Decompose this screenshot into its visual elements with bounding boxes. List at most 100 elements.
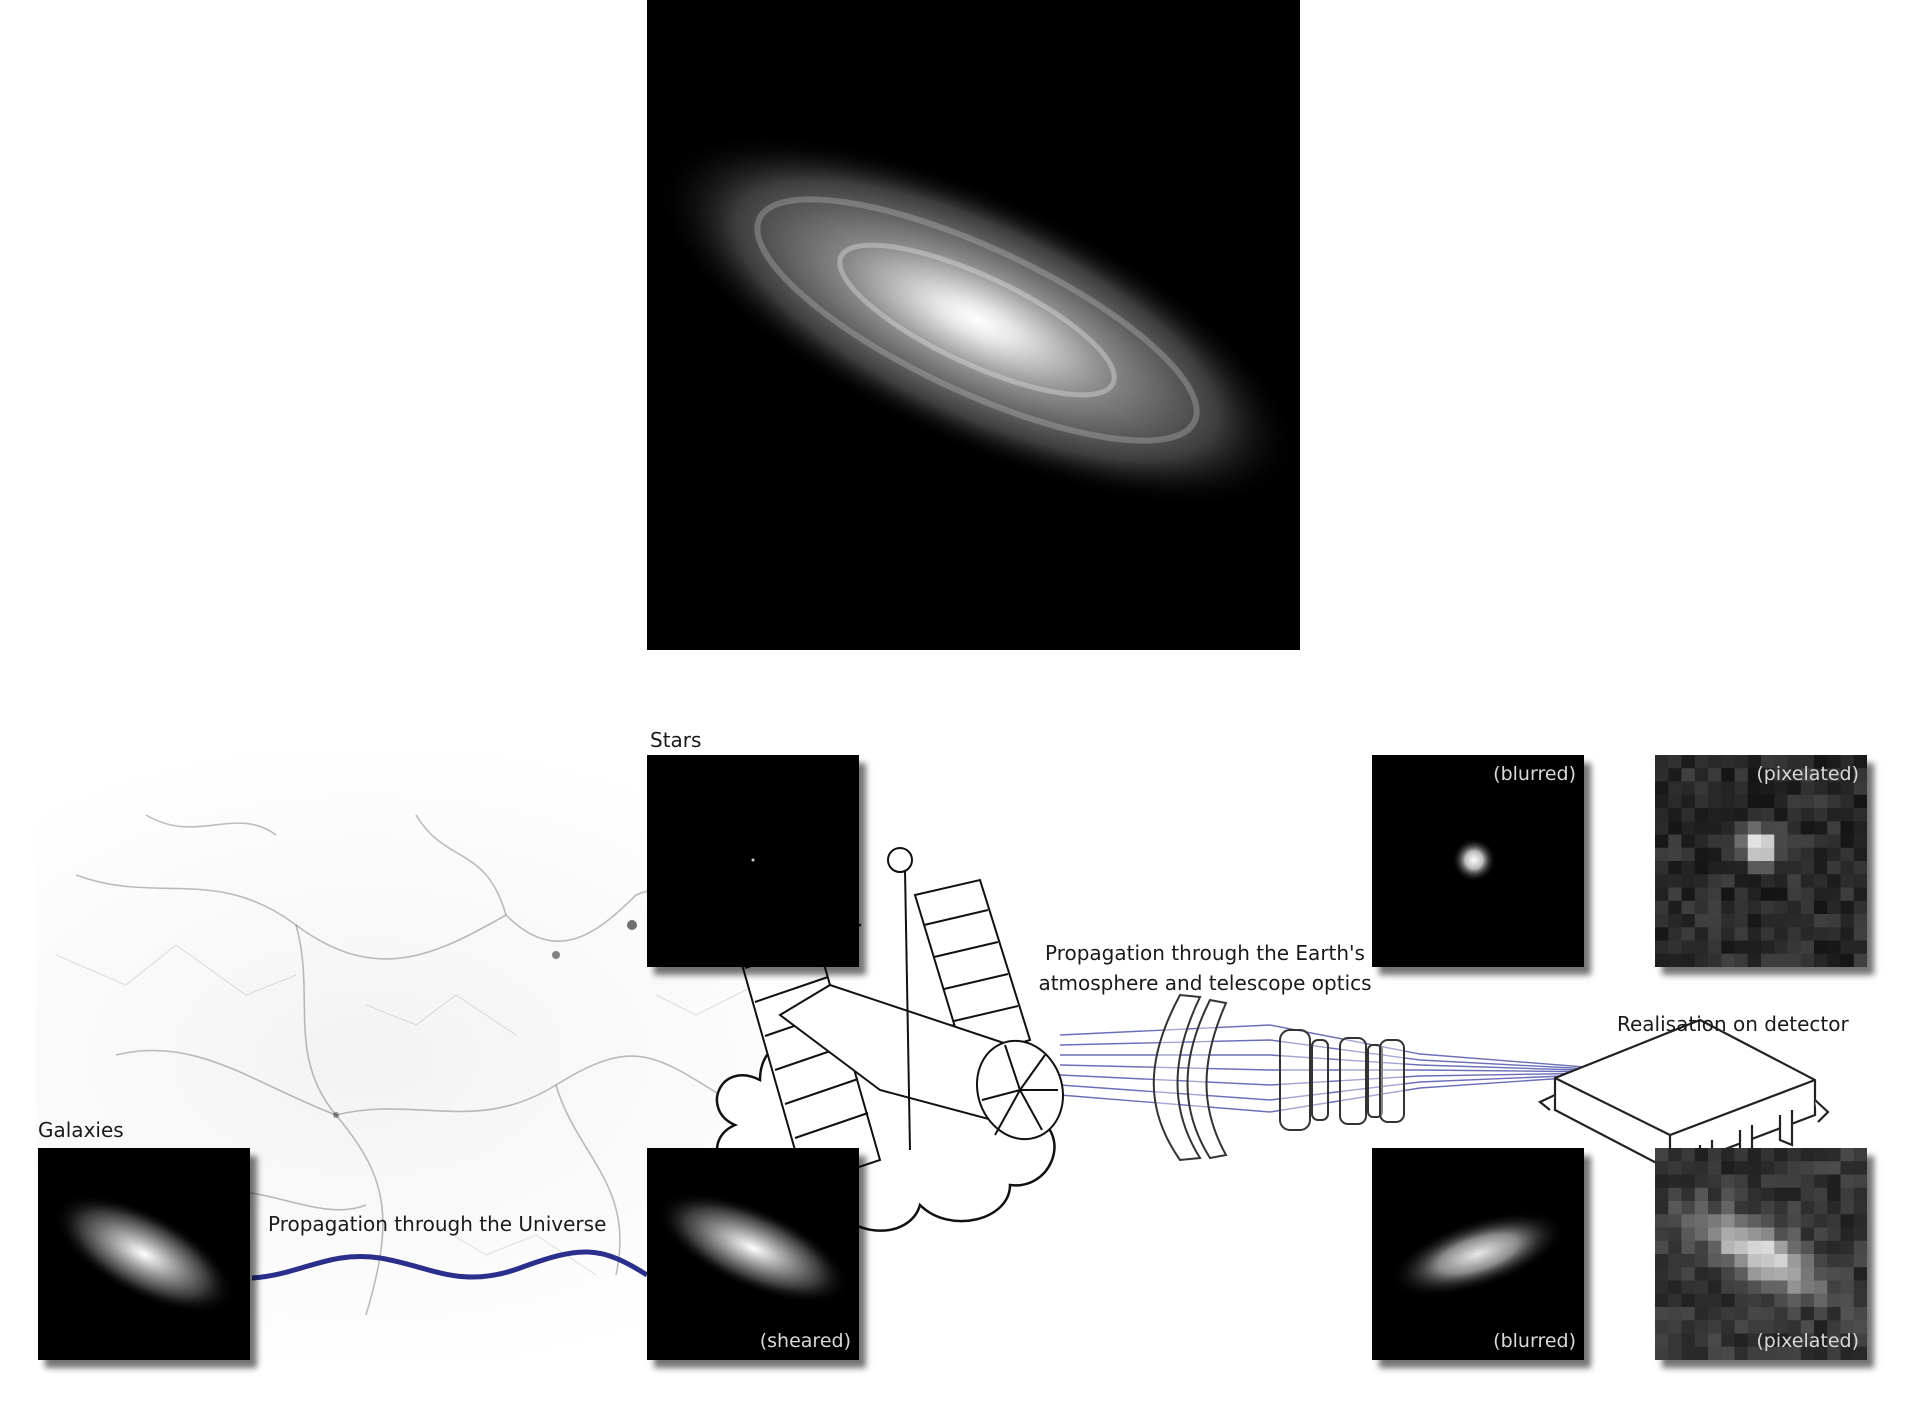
pixel xyxy=(1774,1293,1788,1308)
pixel xyxy=(1814,1307,1828,1321)
pixel xyxy=(1827,1174,1841,1189)
pixel xyxy=(1840,900,1855,915)
pixel xyxy=(1787,1293,1802,1308)
pixel xyxy=(1787,1346,1802,1360)
pixel xyxy=(1814,1293,1828,1308)
pixel xyxy=(1747,1227,1762,1242)
pixel xyxy=(1840,1307,1855,1321)
pixel xyxy=(1774,1254,1788,1268)
detector-label: Realisation on detector xyxy=(1617,1012,1849,1036)
pixel xyxy=(1681,1187,1696,1202)
pixel xyxy=(1747,1161,1762,1175)
pixel xyxy=(1681,1148,1696,1162)
pixel xyxy=(1800,914,1815,928)
universe-propagation-label: Propagation through the Universe xyxy=(268,1212,607,1236)
pixel xyxy=(1668,1161,1682,1175)
pixel xyxy=(1655,874,1669,888)
pixel xyxy=(1668,808,1682,822)
pixel xyxy=(1681,887,1696,902)
pixel xyxy=(1694,1320,1709,1334)
pixel xyxy=(1761,755,1775,769)
pixel xyxy=(1840,1148,1855,1162)
pixel xyxy=(1721,821,1735,835)
pixel xyxy=(1853,1187,1867,1202)
pixel xyxy=(1827,1187,1841,1202)
pixel xyxy=(1827,847,1841,862)
pixel xyxy=(1774,887,1788,902)
pixel xyxy=(1800,900,1815,915)
pixel xyxy=(1694,1148,1709,1162)
pixel xyxy=(1853,1148,1867,1162)
pixel xyxy=(1827,874,1841,888)
pixel xyxy=(1734,1280,1749,1295)
pixel xyxy=(1681,768,1696,782)
pixel xyxy=(1747,847,1762,862)
pixel xyxy=(1827,1267,1841,1281)
pixel xyxy=(1840,1227,1855,1242)
pixel xyxy=(1761,953,1775,967)
atmosphere-label-line1: Propagation through the Earth's xyxy=(1045,941,1365,965)
pixel xyxy=(1840,794,1855,809)
pixel xyxy=(1840,953,1855,967)
pixel xyxy=(1694,847,1709,862)
pixel xyxy=(1814,900,1828,915)
pixel xyxy=(1774,1227,1788,1242)
pixel xyxy=(1840,861,1855,875)
pixel xyxy=(1681,1161,1696,1175)
pixel xyxy=(1721,1346,1735,1360)
optics-lenses xyxy=(1152,993,1405,1162)
pixel xyxy=(1761,927,1775,941)
pixel xyxy=(1840,1240,1855,1255)
pixel xyxy=(1840,927,1855,941)
pixel xyxy=(1721,1187,1735,1202)
pixel xyxy=(1655,1187,1669,1202)
pixel xyxy=(1694,874,1709,888)
pixel xyxy=(1840,940,1855,955)
pixel xyxy=(1681,1214,1696,1228)
pixel xyxy=(1721,834,1735,849)
pixel xyxy=(1840,1201,1855,1215)
pixel xyxy=(1668,781,1682,796)
pixel xyxy=(1694,1280,1709,1295)
pixel xyxy=(1694,1267,1709,1281)
pixel xyxy=(1655,1320,1669,1334)
pixel xyxy=(1708,1254,1722,1268)
pixel xyxy=(1655,1293,1669,1308)
pixel xyxy=(1761,874,1775,888)
pixel xyxy=(1827,900,1841,915)
pixel xyxy=(1734,821,1749,835)
pixel xyxy=(1840,781,1855,796)
pixel xyxy=(1853,847,1867,862)
pixel xyxy=(1787,940,1802,955)
pixel xyxy=(1787,1254,1802,1268)
pixel xyxy=(1721,1214,1735,1228)
pixel xyxy=(1853,1293,1867,1308)
pixel xyxy=(1787,1307,1802,1321)
pixel xyxy=(1827,1307,1841,1321)
pixel xyxy=(1853,1320,1867,1334)
pixel xyxy=(1734,768,1749,782)
pixel xyxy=(1827,794,1841,809)
pixel xyxy=(1681,1320,1696,1334)
pixel xyxy=(1853,887,1867,902)
pixel xyxy=(1814,861,1828,875)
pixel xyxy=(1800,768,1815,782)
sheared-label: (sheared) xyxy=(759,1330,851,1352)
pixel xyxy=(1800,1320,1815,1334)
pixel xyxy=(1708,1267,1722,1281)
pixel xyxy=(1655,887,1669,902)
pixel xyxy=(1787,887,1802,902)
pixel xyxy=(1787,861,1802,875)
main-galaxy-image xyxy=(647,0,1300,650)
pixel xyxy=(1668,768,1682,782)
pixel xyxy=(1800,1161,1815,1175)
pixel xyxy=(1774,1148,1788,1162)
pixel xyxy=(1747,1267,1762,1281)
pixel xyxy=(1734,940,1749,955)
pixel xyxy=(1668,1214,1682,1228)
pixel xyxy=(1774,834,1788,849)
pixel xyxy=(1761,900,1775,915)
pixel xyxy=(1681,914,1696,928)
pixel xyxy=(1708,1201,1722,1215)
pixel xyxy=(1721,1201,1735,1215)
